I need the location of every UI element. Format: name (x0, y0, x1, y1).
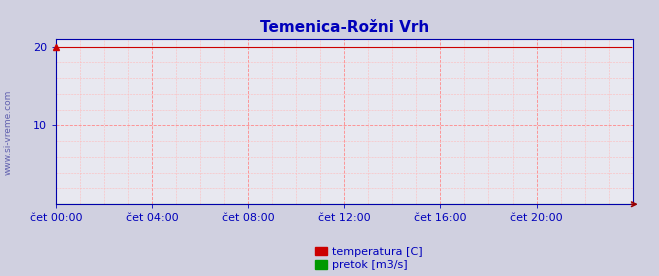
Legend: temperatura [C], pretok [m3/s]: temperatura [C], pretok [m3/s] (316, 247, 422, 270)
Title: Temenica-Rožni Vrh: Temenica-Rožni Vrh (260, 20, 429, 35)
Text: www.si-vreme.com: www.si-vreme.com (3, 90, 13, 175)
